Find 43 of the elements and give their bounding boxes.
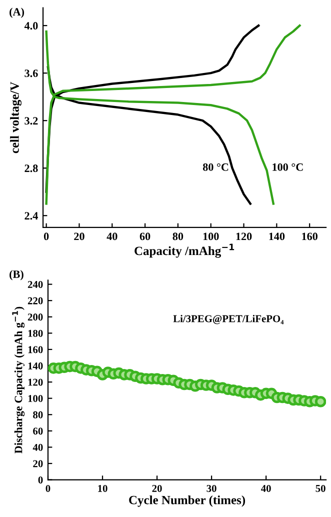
y-tick-label: 40 — [32, 444, 43, 451]
x-tick-label: 20 — [74, 232, 84, 240]
x-tick-label: 50 — [316, 484, 326, 492]
y-tick-label: 240 — [28, 280, 43, 288]
chart-title: (B) — [10, 270, 24, 280]
x-tick-label: 160 — [302, 232, 318, 240]
y-tick-label: 60 — [33, 428, 43, 435]
y-tick-label: 220 — [28, 297, 43, 304]
x-tick-label: 20 — [152, 484, 162, 492]
y-tick-label: 4.0 — [24, 22, 38, 30]
annotation: Li/3PEG@PET/LiFePO₄ — [173, 314, 284, 324]
y-tick-label: 0 — [38, 476, 43, 484]
y-tick-label: 120 — [28, 378, 43, 386]
x-tick-label: 120 — [236, 232, 252, 240]
x-tick-label: 140 — [269, 232, 285, 240]
x-tick-label: 40 — [261, 484, 271, 492]
x-tick-label: 0 — [46, 484, 50, 492]
annotation: 100 °C — [272, 163, 303, 171]
x-tick-label: 60 — [140, 232, 150, 240]
y-tick-label: 140 — [28, 362, 43, 370]
y-axis-title: cell voltage/V — [10, 82, 22, 154]
x-tick-label: 80 — [172, 232, 184, 240]
y-tick-label: 80 — [33, 411, 43, 418]
x-tick-label: 0 — [44, 232, 49, 240]
y-tick-label: 20 — [33, 460, 43, 468]
y-tick-label: 180 — [28, 330, 43, 337]
y-tick-label: 100 — [28, 395, 43, 402]
y-tick-label: 2.8 — [24, 164, 38, 172]
y-tick-label: 3.6 — [24, 70, 38, 78]
x-tick-label: 40 — [106, 232, 118, 240]
x-axis-title: Cycle Number (times) — [129, 495, 246, 507]
chart-title: (A) — [10, 8, 24, 18]
x-tick-label: 10 — [98, 484, 108, 492]
point — [314, 396, 326, 408]
y-tick-label: 160 — [28, 346, 43, 354]
y-axis-title: Discharge Capacity (mAh g$^{−1}$) — [12, 306, 25, 454]
x-axis-title: Capacity /mAhg$^{−1}$ — [134, 244, 234, 258]
x-tick-label: 30 — [206, 484, 216, 492]
y-tick-label: 2.4 — [24, 212, 38, 220]
y-tick-label: 200 — [28, 314, 43, 321]
annotation: 80 °C — [202, 163, 228, 171]
y-tick-label: 3.2 — [24, 117, 38, 125]
x-tick-label: 100 — [203, 232, 219, 240]
